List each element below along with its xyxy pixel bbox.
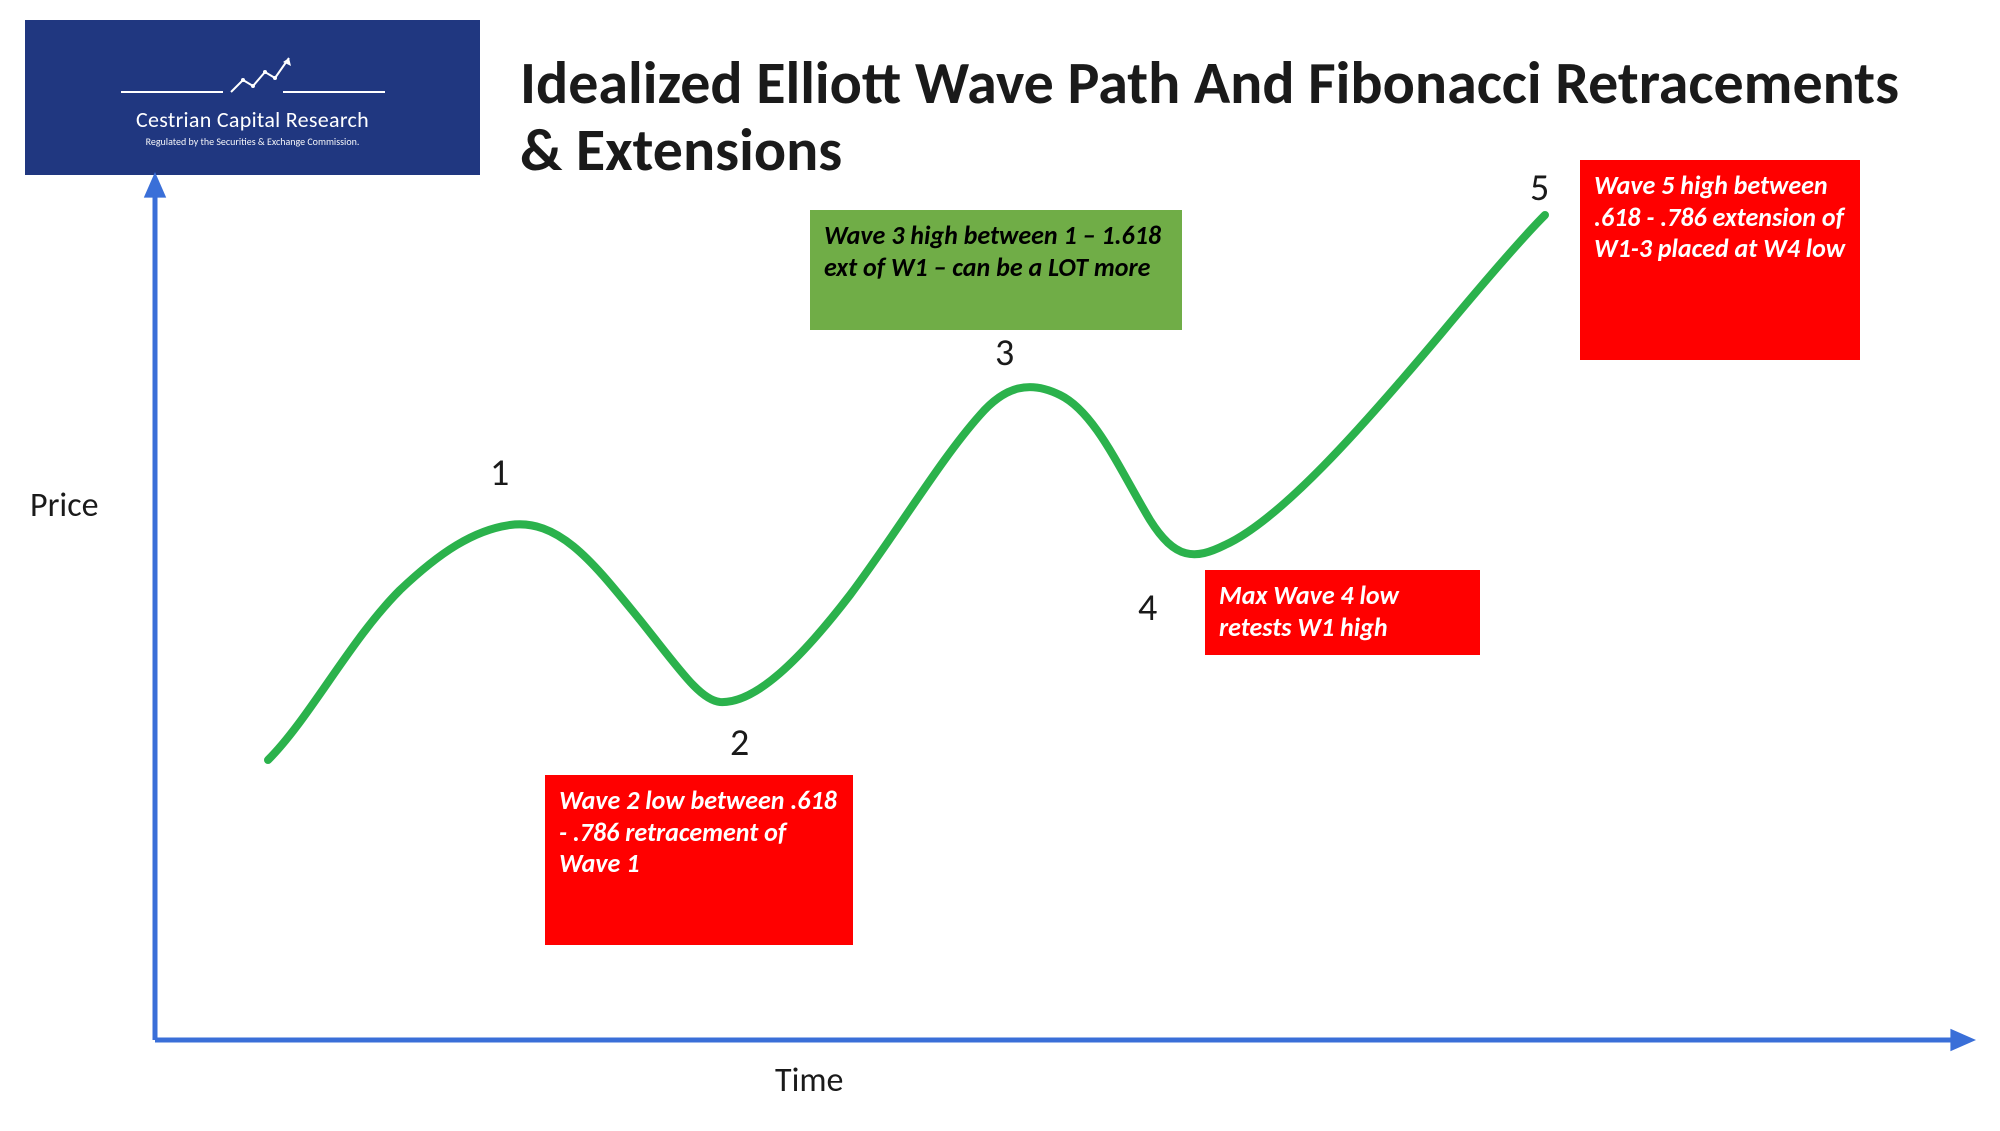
wave-label-4: 4 [1138,585,1157,631]
x-axis-label: Time [775,1060,843,1101]
wave-label-1: 1 [490,450,509,496]
callout-wave-5: Wave 5 high between .618 - .786 extensio… [1580,160,1860,360]
y-axis-arrow-icon [144,172,166,198]
wave-label-3: 3 [995,330,1014,376]
y-axis-label: Price [30,485,99,526]
stage: Cestrian Capital Research Regulated by t… [0,0,2000,1131]
callout-wave-3: Wave 3 high between 1 – 1.618 ext of W1 … [810,210,1182,330]
wave-label-2: 2 [730,720,749,766]
wave-label-5: 5 [1530,165,1549,211]
callout-wave-4: Max Wave 4 low retests W1 high [1205,570,1480,655]
callout-wave-2: Wave 2 low between .618 - .786 retraceme… [545,775,853,945]
x-axis-arrow-icon [1950,1029,1976,1051]
